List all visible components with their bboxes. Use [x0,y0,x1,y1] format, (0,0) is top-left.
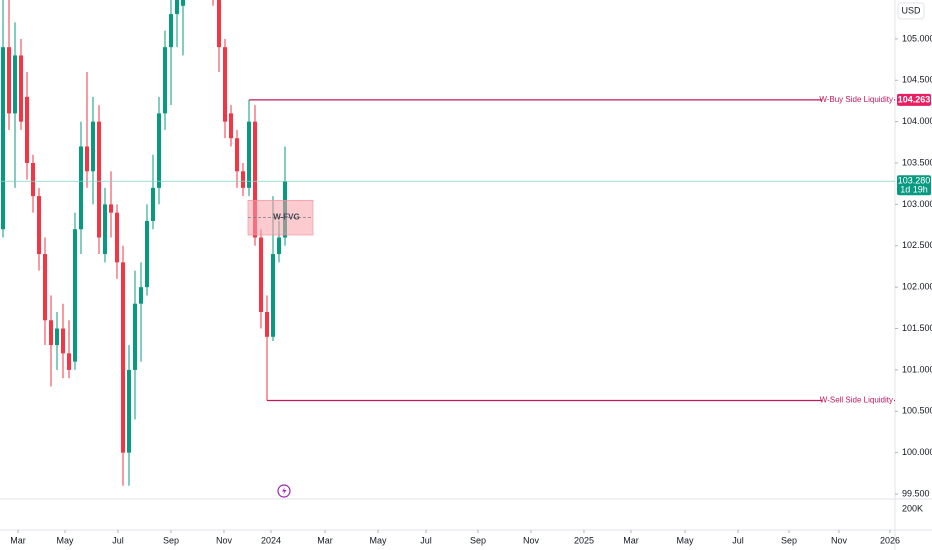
sell-liquidity-label: W-Sell Side Liquidity [820,396,893,405]
candle-body [270,254,275,337]
x-tick-label: Nov [216,535,233,545]
x-tick-label: Jul [732,535,744,545]
x-tick-label: Nov [831,535,848,545]
volume-tick: 200K [902,503,923,513]
candle-body [90,121,95,172]
candle-body [0,47,5,230]
candle-body [246,121,251,188]
x-tick-label: 2024 [261,535,281,545]
candle-body [96,121,101,238]
x-tick-label: Mar [623,535,639,545]
currency: USD [901,5,921,15]
candle-body [234,138,239,172]
candle-body [102,204,107,255]
candle-body [54,328,59,346]
candle-body [6,47,11,114]
last-price-label: 103.280 [898,176,931,186]
x-tick-label: May [676,535,694,545]
y-tick-label: 101.000 [902,364,932,374]
x-tick-label: Sep [470,535,486,545]
candle-body [138,287,143,304]
candle-body [24,96,29,164]
last-price-tag [897,175,931,196]
candle-body [228,113,233,139]
buy-liquidity-label: W-Buy Side Liquidity [819,95,893,104]
candle-body [18,55,23,122]
y-tick-label: 102.500 [902,240,932,250]
y-tick-label: 100.000 [902,447,932,457]
candle-body [48,320,53,346]
candle-body [222,47,227,122]
candle-body [216,0,221,48]
candle-body [144,220,149,288]
y-tick-label: 102.000 [902,282,932,292]
x-tick-label: 2025 [574,535,594,545]
candle-body [114,212,119,263]
fvg-label: W-FVG [273,213,300,222]
candle-body [180,0,185,6]
x-tick-label: Sep [163,535,179,545]
candle-body [150,187,155,221]
candle-body [60,328,65,354]
candle-body [264,311,269,337]
candle-body [252,121,257,238]
x-tick-label: Mar [317,535,333,545]
y-tick-label: 105.000 [902,33,932,43]
x-tick-label: May [369,535,387,545]
candle-body [36,196,41,255]
candle-body [174,0,179,15]
y-tick-label: 103.000 [902,199,932,209]
buy-liquidity-value: 104.263 [898,94,931,104]
candle-body [120,262,125,453]
candle-body [156,113,161,188]
y-tick-label: 104.500 [902,75,932,85]
y-tick-label: 99.500 [902,488,930,498]
candle-body [42,254,47,321]
x-tick-label: May [56,535,74,545]
x-tick-label: Jul [420,535,432,545]
x-tick-label: Mar [10,535,26,545]
y-tick-label: 103.500 [902,157,932,167]
x-tick-label: Sep [781,535,797,545]
y-tick-label: 100.500 [902,406,932,416]
buy-liquidity-tag [897,93,931,106]
candle-body [78,146,83,230]
candle-body [132,303,137,370]
x-tick-label: 2026 [880,535,900,545]
candle-body [72,229,77,362]
candle-body [258,237,263,312]
plot [0,0,287,486]
candle-body [168,14,173,48]
candle-body [12,55,17,114]
candle-body [84,146,89,172]
candle-body [108,204,113,213]
candle-body [30,163,35,197]
y-tick-label: 101.500 [902,323,932,333]
y-tick-label: 104.000 [902,116,932,126]
alert-icon[interactable] [277,484,291,498]
candle-body [240,171,245,188]
candle-body [126,369,131,453]
x-tick-label: Nov [523,535,540,545]
candle-body [66,353,71,370]
candle-body [162,47,167,114]
buy-liquidity-label-bg [822,93,894,106]
countdown: 1d 19h [900,185,928,195]
currency-box[interactable] [897,2,925,20]
x-tick-label: Jul [112,535,124,545]
sell-liquidity-label-bg [822,394,894,407]
candle-body [276,237,281,255]
